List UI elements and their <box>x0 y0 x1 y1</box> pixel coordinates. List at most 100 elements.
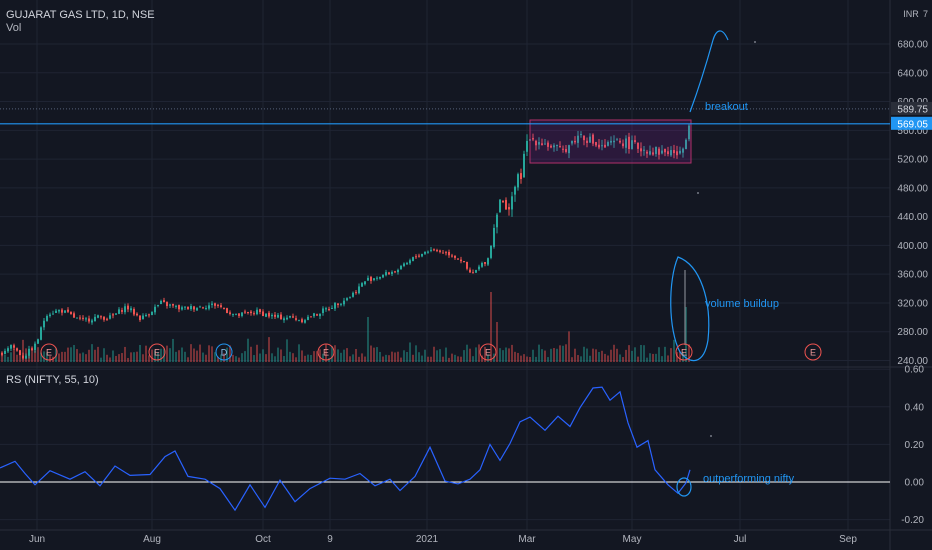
candle <box>217 304 219 306</box>
earnings-marker <box>148 343 166 361</box>
candle <box>160 300 162 305</box>
candle <box>622 143 624 147</box>
candlestick-series <box>1 123 690 360</box>
candle <box>673 150 675 154</box>
candle <box>640 148 642 152</box>
candle <box>256 309 258 315</box>
candle <box>472 272 474 274</box>
candle <box>97 315 99 318</box>
volume-bar <box>487 354 489 362</box>
volume-bar <box>565 344 567 362</box>
volume-bar <box>181 347 183 362</box>
time-tick-label: Jul <box>734 534 747 545</box>
candle <box>481 263 483 267</box>
volume-bar <box>7 356 9 362</box>
volume-bar <box>640 344 642 362</box>
volume-bar <box>469 348 471 362</box>
candle <box>262 311 264 317</box>
candle <box>379 276 381 279</box>
candle <box>562 148 564 150</box>
candle <box>559 146 561 148</box>
candle <box>46 315 48 321</box>
candle <box>58 310 60 312</box>
candle <box>493 227 495 247</box>
volume-bar <box>355 348 357 362</box>
volume-bar <box>394 352 396 362</box>
candle <box>226 308 228 313</box>
candle <box>478 266 480 270</box>
candle <box>289 315 291 318</box>
candle <box>253 313 255 315</box>
volume-label[interactable]: Vol <box>6 22 22 34</box>
volume-bar <box>262 349 264 362</box>
volume-bar <box>136 351 138 362</box>
candle <box>55 310 57 313</box>
volume-bar <box>481 355 483 362</box>
candle <box>37 339 39 344</box>
breakout-arrow <box>689 30 729 113</box>
volume-bar <box>178 350 180 362</box>
candle <box>550 145 552 148</box>
candle <box>469 269 471 273</box>
volume-bar <box>460 356 462 362</box>
volume-bar <box>622 357 624 362</box>
volume-bar <box>496 322 498 362</box>
volume-bar <box>322 353 324 362</box>
volume-bar <box>61 351 63 362</box>
candle <box>118 309 120 314</box>
volume-bar <box>40 352 42 362</box>
volume-bar <box>4 354 6 362</box>
volume-bar <box>127 357 129 362</box>
candle <box>418 255 420 257</box>
volume-bar <box>412 354 414 362</box>
candle <box>520 173 522 180</box>
candle <box>91 320 93 323</box>
symbol-title[interactable]: GUJARAT GAS LTD, 1D, NSE <box>6 9 155 21</box>
candle <box>502 200 504 203</box>
volume-bar <box>403 350 405 362</box>
volume-bar <box>688 344 690 362</box>
candle <box>124 306 126 313</box>
volume-bar <box>13 348 15 362</box>
candle <box>199 306 201 308</box>
volume-bar <box>346 348 348 362</box>
volume-bar <box>367 317 369 362</box>
volume-bar <box>661 356 663 362</box>
candle <box>142 315 144 320</box>
candle <box>445 252 447 254</box>
candle <box>196 308 198 311</box>
earnings-marker-label: E <box>681 348 687 358</box>
candle <box>358 286 360 294</box>
rs-indicator-label[interactable]: RS (NIFTY, 55, 10) <box>6 374 99 386</box>
volume-bar <box>385 354 387 362</box>
volume-bar <box>139 344 141 362</box>
volume-bar <box>130 352 132 362</box>
volume-bar <box>301 350 303 362</box>
price-tick-label: 680.00 <box>897 40 928 51</box>
volume-bar <box>370 345 372 362</box>
candle <box>151 311 153 316</box>
volume-bar <box>211 346 213 362</box>
candle <box>376 277 378 279</box>
level-price-tag-label: 569.05 <box>897 119 928 130</box>
volume-bar <box>463 350 465 362</box>
candle <box>88 318 90 322</box>
time-tick-label: Mar <box>518 534 536 545</box>
volume-bar <box>190 344 192 362</box>
volume-bar <box>232 354 234 362</box>
candle <box>595 142 597 146</box>
volume-bar <box>10 352 12 362</box>
candle <box>181 307 183 310</box>
volume-bar <box>532 349 534 362</box>
candle <box>133 309 135 315</box>
volume-buildup-label: volume buildup <box>705 298 779 310</box>
volume-bar <box>292 353 294 362</box>
candle <box>583 135 585 141</box>
breakout-label: breakout <box>705 101 748 113</box>
volume-bar <box>37 347 39 362</box>
candle <box>232 314 234 316</box>
candle <box>100 316 102 318</box>
volume-bar <box>46 352 48 362</box>
candle <box>670 150 672 156</box>
volume-bar <box>214 352 216 362</box>
